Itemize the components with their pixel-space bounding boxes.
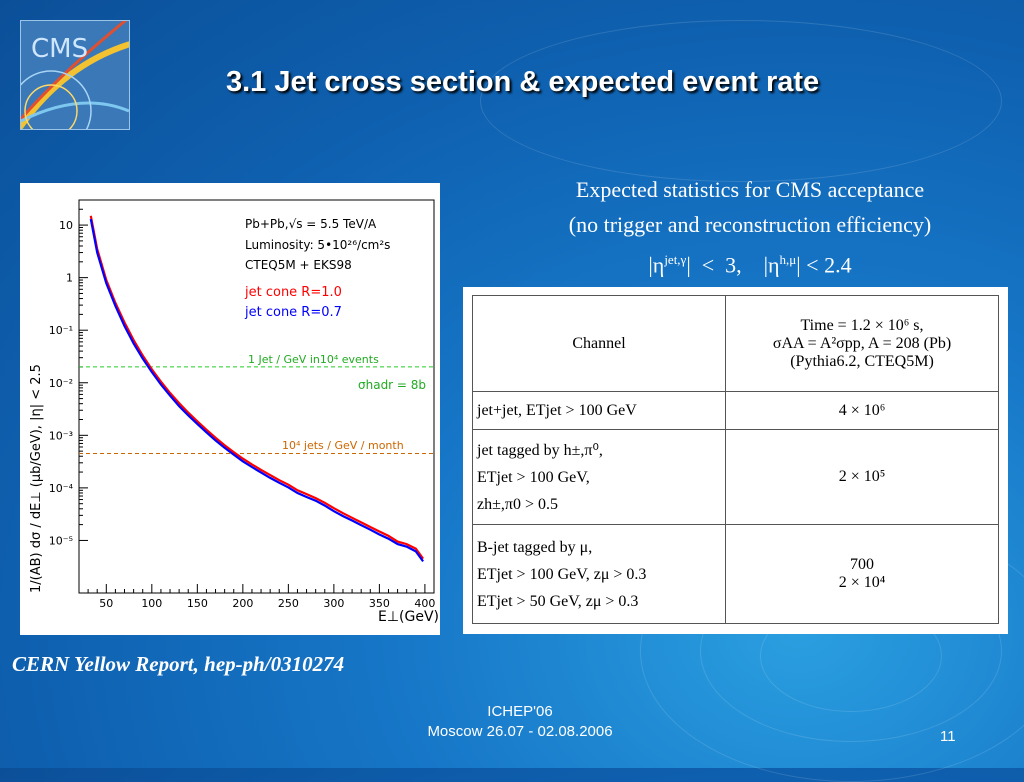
- x-tick-label: 350: [369, 597, 390, 610]
- footer-conference-name: ICHEP'06: [487, 703, 553, 720]
- y-tick-label: 10⁻²: [49, 377, 73, 390]
- info-line-2: Luminosity: 5•10²⁶/cm²s: [245, 238, 390, 252]
- y-tick-label: 10⁻¹: [49, 324, 73, 337]
- background-ripple: [480, 20, 1002, 182]
- plot-frame: [78, 199, 435, 594]
- stats-line-2: (no trigger and reconstruction efficienc…: [568, 212, 932, 237]
- stats-line-3: |ηjet,γ| < 3, |ηh,μ| < 2.4: [648, 252, 852, 278]
- footer-conference: ICHEP'06 Moscow 26.07 - 02.08.2006: [370, 702, 670, 742]
- y-tick-label: 10⁻³: [49, 429, 73, 442]
- x-tick-label: 200: [232, 597, 253, 610]
- x-axis-label: E⊥(GeV): [378, 609, 439, 625]
- x-tick-label: 150: [187, 597, 208, 610]
- row-jetjet-channel: jet+jet, ETjet > 100 GeV: [472, 391, 726, 430]
- legend-blue: jet cone R=0.7: [244, 305, 342, 320]
- row-bjet-channel: B-jet tagged by μ, ETjet > 100 GeV, zμ >…: [472, 524, 726, 624]
- page-number: 11: [940, 728, 956, 745]
- stats-header: Expected statistics for CMS acceptance (…: [490, 172, 1010, 282]
- cms-logo: CMS: [20, 20, 130, 130]
- x-tick-label: 100: [141, 597, 162, 610]
- row-bjet-value: 700 2 × 10⁴: [725, 524, 999, 624]
- info-line-3: CTEQ5M + EKS98: [245, 258, 352, 272]
- legend-red: jet cone R=1.0: [244, 285, 342, 300]
- header-channel: Channel: [472, 295, 726, 392]
- statistics-table-panel: Channel Time = 1.2 × 10⁶ s, σAA = A²σpp,…: [463, 287, 1008, 634]
- statistics-table: Channel Time = 1.2 × 10⁶ s, σAA = A²σpp,…: [472, 295, 999, 624]
- y-tick-label: 1: [66, 272, 73, 285]
- y-tick-label: 10⁻⁴: [49, 482, 74, 495]
- sigma-annotation: σhadr = 8b: [358, 378, 426, 392]
- blue-curve-r07: [89, 218, 424, 563]
- header-time: Time = 1.2 × 10⁶ s, σAA = A²σpp, A = 208…: [725, 295, 999, 392]
- y-axis-label: 1/(AB) dσ / dE⊥ (μb/GeV), |η| < 2.5: [29, 364, 44, 593]
- ref-label-green: 1 Jet / GeV in10⁴ events: [248, 353, 379, 366]
- footer-location-dates: Moscow 26.07 - 02.08.2006: [427, 723, 613, 740]
- row-tagged-channel: jet tagged by h±,π⁰, ETjet > 100 GeV, zh…: [472, 429, 726, 525]
- row-jetjet-value: 4 × 10⁶: [725, 391, 999, 430]
- chart-svg: 10 1 10⁻¹ 10⁻² 10⁻³ 10⁻⁴ 10⁻⁵ 50 100 150 200 250 30…: [29, 199, 439, 625]
- y-tick-label: 10: [59, 219, 73, 232]
- citation: CERN Yellow Report, hep-ph/0310274: [12, 652, 345, 676]
- x-tick-label: 400: [414, 597, 435, 610]
- y-axis: 10 1 10⁻¹ 10⁻² 10⁻³ 10⁻⁴ 10⁻⁵: [49, 208, 88, 547]
- info-line-1: Pb+Pb,√s = 5.5 TeV/A: [245, 217, 377, 231]
- red-curve-r10: [89, 215, 424, 560]
- curves: [89, 215, 424, 563]
- stats-line-1: Expected statistics for CMS acceptance: [575, 177, 925, 202]
- x-tick-label: 50: [99, 597, 113, 610]
- jet-cross-section-plot: 10 1 10⁻¹ 10⁻² 10⁻³ 10⁻⁴ 10⁻⁵ 50 100 150 200 250 30…: [20, 183, 440, 635]
- x-tick-label: 250: [278, 597, 299, 610]
- row-tagged-value: 2 × 10⁵: [725, 429, 999, 525]
- x-tick-label: 300: [323, 597, 344, 610]
- reference-lines: [79, 366, 434, 455]
- y-tick-label: 10⁻⁵: [49, 534, 73, 547]
- ref-label-orange: 10⁴ jets / GeV / month: [282, 439, 404, 452]
- x-axis: 50 100 150 200 250 300 350 400: [87, 584, 435, 610]
- cms-logo-text: CMS: [31, 34, 88, 64]
- slide-title: 3.1 Jet cross section & expected event r…: [226, 66, 820, 98]
